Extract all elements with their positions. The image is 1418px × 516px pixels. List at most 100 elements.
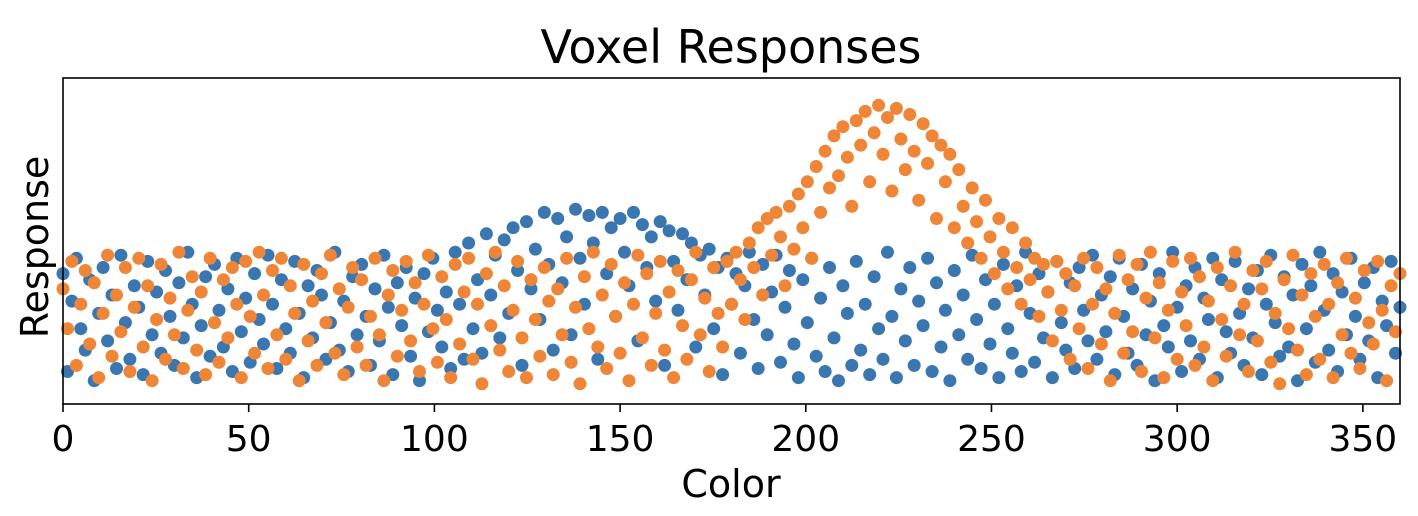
series-1-point [814, 291, 828, 305]
series-1-point [689, 340, 703, 354]
series-1-point [551, 212, 565, 225]
series-2-point [497, 279, 511, 293]
series-2-point [1228, 245, 1242, 259]
series-2-point [1210, 261, 1224, 274]
series-2-point [230, 297, 244, 311]
series-1-point [818, 365, 832, 378]
series-1-point [791, 371, 805, 385]
series-1-point [524, 282, 538, 296]
series-2-point [818, 144, 832, 158]
series-2-point [279, 352, 293, 366]
series-1-point [586, 236, 600, 250]
series-2-point [867, 126, 881, 140]
series-1-point [898, 334, 912, 348]
series-2-point [693, 328, 707, 342]
series-2-point [386, 264, 400, 277]
series-2-point [854, 138, 868, 152]
series-2-point [934, 138, 948, 152]
series-1-point [809, 349, 823, 363]
series-1-point [484, 288, 498, 302]
series-1-point [787, 337, 801, 351]
series-2-point [248, 346, 262, 360]
series-2-point [635, 331, 649, 345]
series-1-point [123, 352, 137, 366]
series-2-point [199, 368, 213, 382]
series-1-point [716, 368, 730, 382]
series-1-point [595, 205, 609, 219]
series-2-point [938, 175, 952, 189]
series-2-point [515, 331, 529, 345]
series-2-point [1117, 346, 1131, 360]
series-2-point [720, 254, 734, 268]
series-2-point [1371, 254, 1385, 268]
series-2-point [791, 187, 805, 201]
series-1-point [671, 303, 685, 317]
series-2-point [288, 306, 302, 320]
series-2-point [889, 101, 903, 115]
series-1-point [774, 355, 787, 369]
series-2-point [925, 129, 939, 143]
series-2-point [618, 276, 631, 290]
series-1-point [952, 328, 966, 342]
series-1-point [390, 276, 404, 290]
series-2-point [118, 261, 132, 274]
series-1-point [266, 297, 279, 311]
series-2-point [528, 313, 542, 326]
series-2-point [381, 288, 395, 302]
series-2-point [845, 199, 859, 213]
series-1-point [1304, 279, 1318, 293]
series-2-point [716, 340, 730, 354]
series-2-point [453, 337, 467, 351]
series-2-point [742, 236, 756, 250]
series-2-point [961, 236, 975, 250]
series-1-point [444, 362, 458, 375]
series-2-point [573, 377, 587, 391]
series-2-point [1068, 279, 1082, 293]
series-2-point [239, 254, 253, 268]
series-2-point [83, 337, 97, 351]
series-2-point [903, 108, 917, 121]
series-1-point [1322, 343, 1336, 357]
series-1-point [194, 319, 208, 333]
series-2-point [283, 279, 297, 293]
series-2-point [1384, 279, 1398, 293]
series-2-point [1086, 297, 1099, 311]
series-2-point [1001, 282, 1015, 296]
series-2-point [1357, 264, 1371, 277]
series-1-point [560, 230, 574, 244]
series-2-point [194, 285, 208, 299]
series-2-point [800, 175, 814, 189]
series-2-point [390, 349, 404, 363]
series-2-point [114, 325, 128, 339]
series-1-point [854, 343, 868, 357]
series-1-point [649, 294, 663, 308]
series-2-point [756, 288, 770, 302]
series-1-point [404, 349, 418, 363]
series-1-point [417, 267, 431, 281]
series-2-point [876, 147, 890, 161]
series-1-point [101, 334, 115, 348]
series-2-point [520, 371, 533, 385]
series-2-point [689, 245, 703, 259]
series-1-point [867, 270, 881, 284]
series-2-point [987, 267, 1001, 281]
series-1-point [453, 297, 467, 311]
series-2-point [306, 294, 320, 308]
series-2-point [225, 261, 239, 274]
series-2-point [1121, 273, 1135, 287]
series-2-point [408, 276, 422, 290]
series-1-point [163, 309, 177, 323]
series-2-point [323, 248, 337, 262]
series-2-point [69, 358, 83, 372]
series-2-point [1019, 236, 1033, 250]
series-2-point [992, 212, 1006, 225]
series-1-point [591, 352, 605, 366]
series-2-point [65, 254, 79, 268]
series-2-point [1175, 285, 1189, 299]
series-1-point [925, 365, 939, 378]
plot-frame [62, 77, 1401, 405]
series-1-point [996, 257, 1010, 271]
series-2-point [457, 285, 471, 299]
series-1-point [1099, 325, 1113, 339]
